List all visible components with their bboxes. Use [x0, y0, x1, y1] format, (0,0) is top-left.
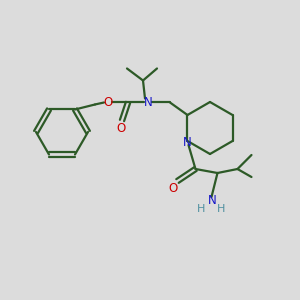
Text: H: H [217, 204, 226, 214]
Text: N: N [144, 96, 152, 109]
Text: O: O [169, 182, 178, 194]
Text: N: N [183, 136, 192, 148]
Text: O: O [103, 96, 112, 109]
Text: H: H [197, 204, 206, 214]
Text: O: O [116, 122, 126, 135]
Text: N: N [208, 194, 217, 206]
